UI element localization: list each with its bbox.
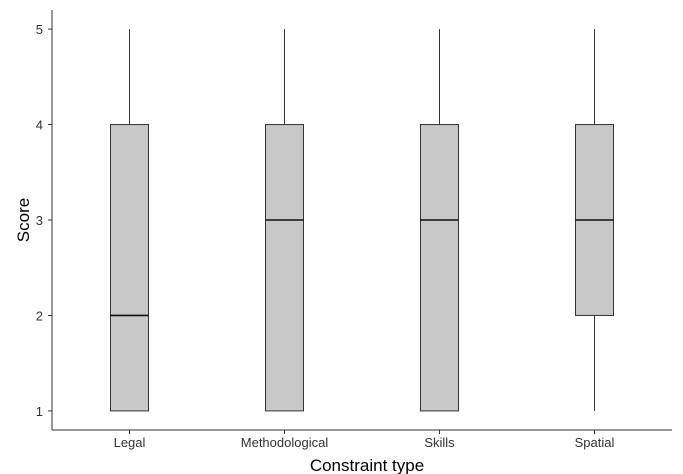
- box-legal: [110, 29, 149, 412]
- y-tick-label: 3: [36, 213, 43, 228]
- y-tick-label: 2: [36, 308, 43, 323]
- y-tick-label: 1: [36, 404, 43, 419]
- x-tick-label: Skills: [424, 435, 455, 450]
- x-tick-label: Legal: [114, 435, 146, 450]
- x-axis-title: Constraint type: [310, 456, 424, 474]
- y-tick-label: 4: [36, 118, 43, 133]
- y-axis-title: Score: [14, 198, 33, 242]
- plot-area: [110, 29, 614, 412]
- box-spatial: [575, 29, 614, 411]
- y-tick-label: 5: [36, 22, 43, 37]
- box-iqr: [420, 124, 459, 412]
- box-iqr: [110, 124, 149, 412]
- box-methodological: [265, 29, 304, 412]
- x-tick-label: Spatial: [575, 435, 615, 450]
- x-tick-label: Methodological: [241, 435, 329, 450]
- box-iqr: [265, 124, 304, 412]
- box-skills: [420, 29, 459, 412]
- y-axis-ticks: 1 2 3 4 5: [36, 22, 52, 419]
- x-axis-ticks: Legal Methodological Skills Spatial: [114, 430, 615, 450]
